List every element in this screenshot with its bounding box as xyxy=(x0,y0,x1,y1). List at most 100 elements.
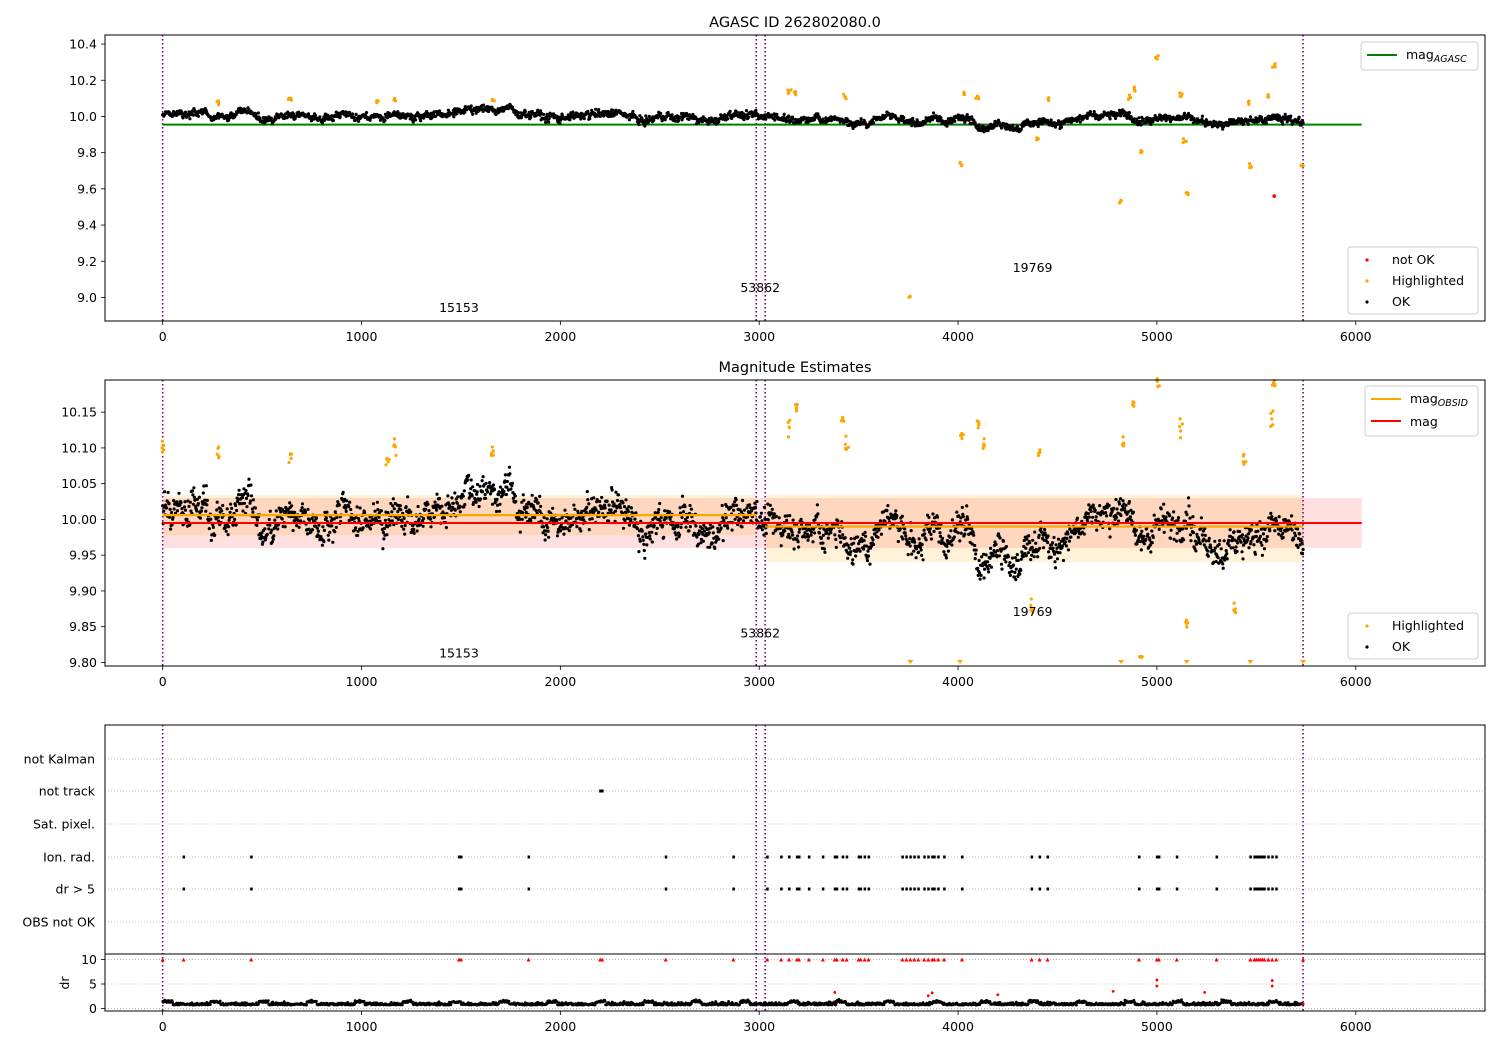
ok-point xyxy=(732,508,736,512)
ok-point xyxy=(1108,117,1112,121)
ok-point xyxy=(719,526,723,530)
ok-point xyxy=(481,490,485,494)
ok-point xyxy=(455,501,459,505)
ok-point xyxy=(196,502,200,506)
ok-point xyxy=(799,120,803,124)
ok-point xyxy=(746,115,751,119)
ok-point xyxy=(313,113,317,117)
ok-point xyxy=(164,503,168,507)
ok-point xyxy=(1175,531,1179,535)
ok-point xyxy=(529,115,533,119)
ok-point xyxy=(227,118,231,122)
ok-point xyxy=(919,548,923,552)
ok-point xyxy=(730,528,734,532)
ok-point xyxy=(1297,115,1301,119)
ok-point xyxy=(572,503,576,507)
ok-point xyxy=(582,117,586,121)
ok-point xyxy=(267,527,271,531)
ok-point xyxy=(772,512,776,516)
ok-point xyxy=(1281,122,1285,126)
ok-point xyxy=(421,524,425,528)
highlighted-point xyxy=(1181,141,1185,145)
ok-point xyxy=(338,114,342,119)
ok-point xyxy=(598,499,602,504)
ok-point xyxy=(785,119,789,123)
ok-point xyxy=(1246,536,1250,540)
ok-point xyxy=(567,529,572,533)
ok-point xyxy=(821,541,825,545)
ok-point xyxy=(940,536,945,540)
ok-point xyxy=(175,509,180,513)
ok-point xyxy=(994,124,999,128)
ok-point xyxy=(1191,531,1195,535)
highlighted-point xyxy=(1179,94,1183,98)
highlighted-point xyxy=(960,163,964,168)
ok-point xyxy=(453,491,457,495)
ok-point xyxy=(474,500,478,504)
ok-point xyxy=(1104,510,1108,515)
ok-point xyxy=(790,530,794,534)
ok-point xyxy=(1066,532,1070,536)
ok-point xyxy=(240,496,245,500)
ok-point xyxy=(886,504,890,508)
ok-point xyxy=(684,525,688,529)
ok-point xyxy=(998,536,1002,540)
highlighted-point xyxy=(1185,625,1189,629)
ok-point xyxy=(558,122,562,126)
ok-point xyxy=(956,113,960,117)
ok-point xyxy=(834,537,838,542)
ok-point xyxy=(399,508,403,512)
ok-point xyxy=(603,506,607,510)
ok-point xyxy=(539,504,543,508)
highlighted-point xyxy=(788,418,792,422)
ok-point xyxy=(638,114,642,118)
ok-point xyxy=(661,524,665,528)
ok-point xyxy=(1098,504,1102,508)
ok-point xyxy=(939,116,943,120)
flag-event xyxy=(250,855,253,859)
ok-point xyxy=(730,116,734,120)
ok-point xyxy=(358,506,362,510)
ok-point xyxy=(293,510,297,514)
ok-point xyxy=(185,517,189,522)
ok-point xyxy=(400,524,404,529)
ok-point xyxy=(813,518,817,522)
ok-point xyxy=(504,492,508,497)
highlighted-point xyxy=(491,99,496,103)
ok-point xyxy=(297,525,301,529)
ok-point xyxy=(215,508,219,512)
ok-point xyxy=(773,118,777,122)
ok-point xyxy=(979,573,983,578)
ok-point xyxy=(1265,538,1269,543)
ok-point xyxy=(1248,115,1253,119)
ok-point xyxy=(255,523,259,528)
ok-point xyxy=(170,510,174,515)
ok-point xyxy=(986,560,990,564)
highlighted-point xyxy=(844,434,848,438)
ok-point xyxy=(1206,554,1210,558)
highlighted-point xyxy=(1273,382,1277,386)
ok-point xyxy=(1075,516,1079,520)
ok-point xyxy=(1209,545,1213,550)
ok-point xyxy=(1185,513,1189,517)
ok-point xyxy=(647,114,651,118)
ok-point xyxy=(768,503,772,507)
ok-point xyxy=(754,108,758,113)
ok-point xyxy=(610,488,614,492)
ok-point xyxy=(475,490,479,494)
y-tick-label: 9.2 xyxy=(77,254,97,269)
ok-point xyxy=(573,507,577,511)
ok-point xyxy=(256,111,260,115)
ok-point xyxy=(670,113,674,117)
ok-point xyxy=(1168,514,1172,518)
ok-point xyxy=(1254,534,1258,539)
ok-point xyxy=(351,112,355,116)
ok-point xyxy=(1268,529,1272,533)
ok-point xyxy=(965,504,969,508)
ok-point xyxy=(558,529,563,533)
ok-point xyxy=(315,526,319,530)
ok-point xyxy=(654,532,658,536)
ok-point xyxy=(838,529,842,534)
ok-point xyxy=(681,510,686,514)
ok-point xyxy=(172,507,176,511)
